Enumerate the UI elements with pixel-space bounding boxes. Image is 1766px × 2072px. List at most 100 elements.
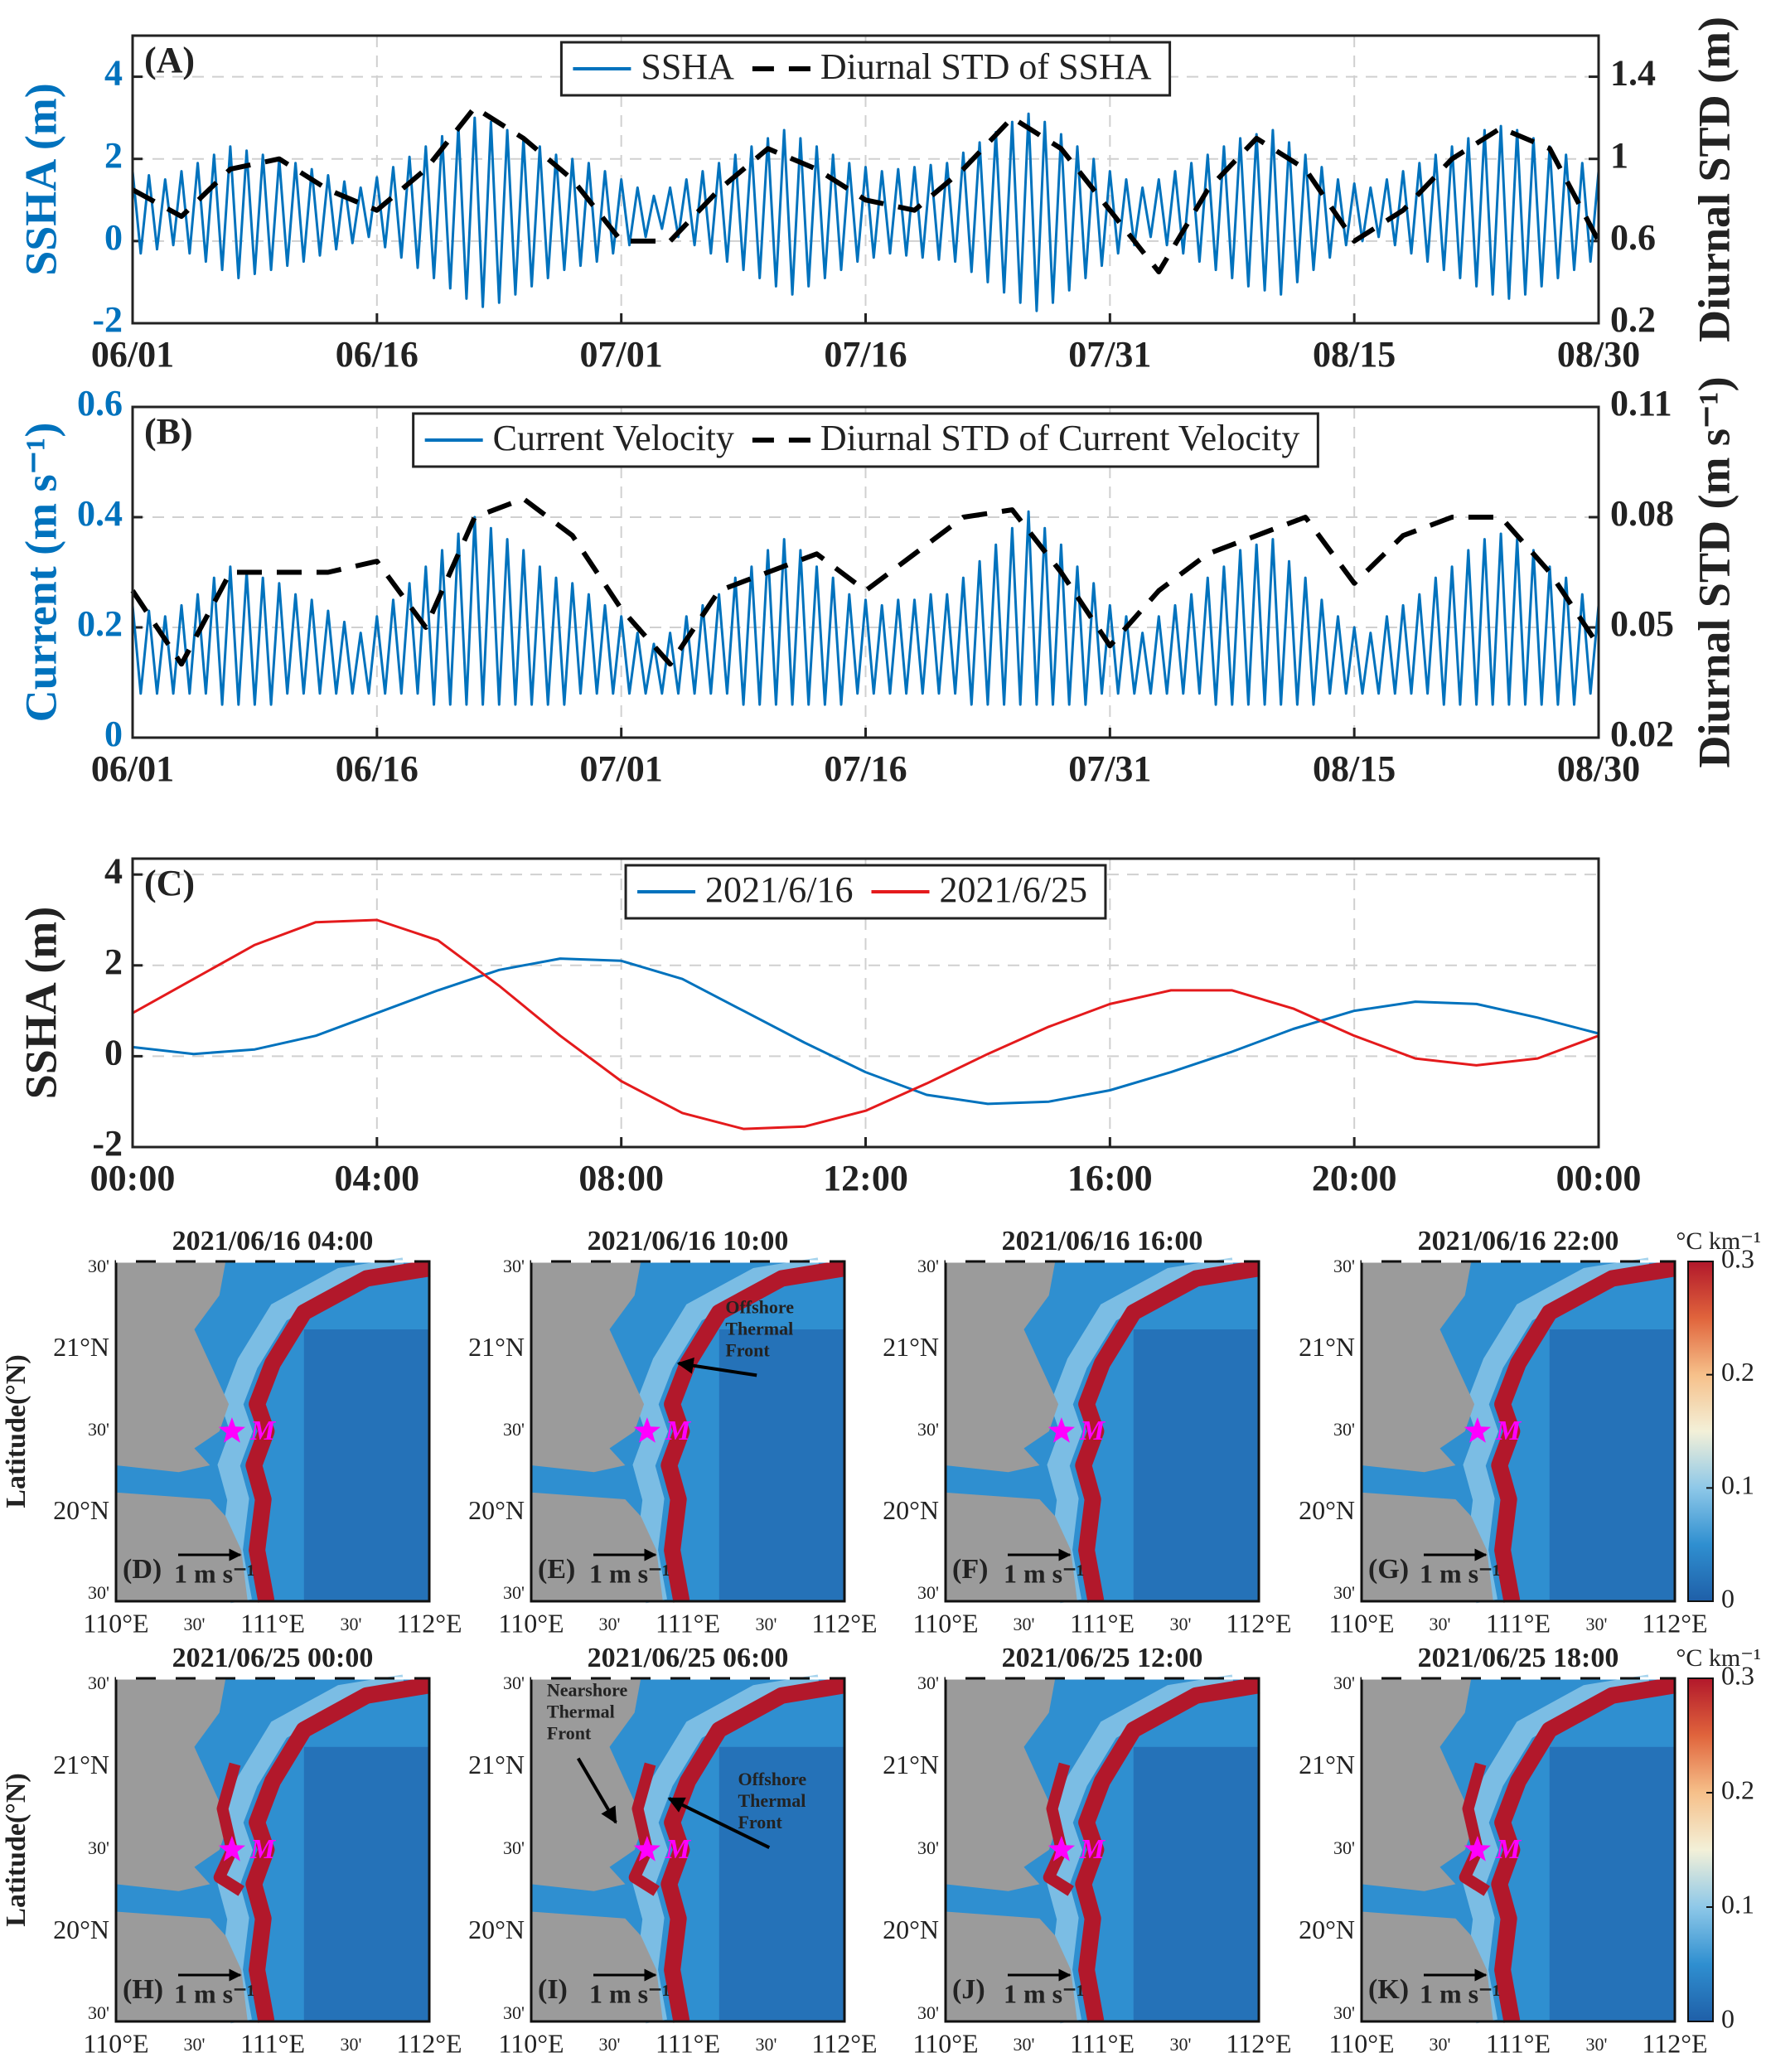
lon-tick-label: 111°E	[1486, 1608, 1551, 1638]
lat-tick-label: 30'	[88, 1837, 109, 1858]
lon-tick-label: 111°E	[656, 1608, 720, 1638]
land	[531, 1261, 645, 1473]
station-star	[633, 1417, 660, 1443]
lat-tick-label: 30'	[88, 1673, 109, 1693]
ocean-offshore	[1133, 1329, 1259, 1601]
map-frame	[1360, 1260, 1676, 1603]
lat-tick-label: 20°N	[883, 1915, 939, 1944]
legend-label: 2021/6/16	[705, 869, 853, 910]
x-tick-label: 04:00	[335, 1158, 420, 1198]
y2-axis-label: Diurnal STD (m s⁻¹)	[1689, 376, 1739, 767]
map-frame	[944, 1677, 1260, 2023]
lat-tick-label: 21°N	[53, 1332, 109, 1362]
lon-tick-label: 30'	[1170, 1614, 1192, 1634]
annotation-arrow	[676, 1357, 757, 1377]
coastal-band	[1047, 1674, 1236, 2024]
scale-label: 1 m s⁻¹	[174, 1978, 255, 2008]
lon-tick-label: 30'	[1014, 1614, 1035, 1634]
station-star	[633, 1836, 660, 1861]
lon-tick-label: 30'	[184, 2034, 206, 2055]
map-label: (D)	[123, 1554, 162, 1585]
lon-tick-label: 30'	[341, 2034, 362, 2055]
map-title: 2021/06/25 12:00	[1002, 1643, 1203, 1673]
legend: Current Velocity Diurnal STD of Current V…	[412, 412, 1319, 468]
ocean-offshore	[303, 1329, 429, 1601]
colorbar-tick-label: 0.3	[1721, 1243, 1754, 1273]
x-tick-label: 06/01	[91, 748, 174, 789]
y2-axis-label: Diurnal STD (m)	[1689, 17, 1739, 342]
station-label: M	[665, 1416, 692, 1446]
thermal-front	[245, 1260, 431, 1603]
y-tick-label: 2	[104, 135, 123, 176]
y-tick-label: 4	[104, 53, 123, 94]
land	[1362, 1678, 1475, 1891]
lon-tick-label: 111°E	[240, 2028, 305, 2058]
map-label: (I)	[538, 1974, 568, 2005]
map-label: (H)	[123, 1974, 163, 2005]
lat-tick-label: 30'	[88, 1256, 109, 1276]
panel-label: (A)	[144, 40, 195, 80]
lon-tick-label: 112°E	[1642, 2028, 1707, 2058]
scale-label: 1 m s⁻¹	[1420, 1558, 1501, 1588]
lat-tick-label: 20°N	[468, 1495, 525, 1525]
coastal-band	[1047, 1257, 1236, 1604]
lon-tick-label: 30'	[599, 1614, 621, 1634]
ocean-offshore	[718, 1746, 844, 2021]
land	[946, 1261, 1059, 1473]
y-tick-label: 0.6	[77, 383, 123, 424]
lon-tick-label: 112°E	[1642, 1608, 1707, 1638]
lat-tick-label: 30'	[917, 1837, 939, 1858]
land	[946, 1678, 1059, 1891]
lat-tick-label: 21°N	[1299, 1750, 1355, 1779]
land	[116, 1261, 230, 1473]
lat-tick-label: 30'	[917, 1256, 939, 1276]
annotation: Offshore	[725, 1296, 794, 1317]
annotation: Thermal	[725, 1318, 793, 1339]
land	[531, 1678, 645, 1891]
colorbar-tick-label: 0.1	[1721, 1470, 1754, 1500]
y-axis-label: SSHA (m)	[16, 83, 65, 276]
y-tick-label: 0	[104, 1032, 123, 1072]
ocean-offshore	[718, 1329, 844, 1601]
lon-tick-label: 30'	[599, 2034, 621, 2055]
thermal-front	[1075, 1677, 1260, 2023]
lat-tick-label: 30'	[917, 1673, 939, 1693]
panel-label: (C)	[144, 863, 195, 903]
x-tick-label: 08:00	[578, 1158, 664, 1198]
land	[116, 1678, 230, 1891]
lon-tick-label: 112°E	[811, 1608, 877, 1638]
lon-tick-label: 110°E	[498, 2028, 564, 2058]
lat-tick-label: 30'	[917, 1419, 939, 1440]
thermal-front	[1491, 1677, 1676, 2023]
lon-tick-label: 112°E	[1226, 1608, 1291, 1638]
lat-tick-label: 30'	[503, 1256, 525, 1276]
annotation-arrow	[576, 1757, 617, 1824]
colorbar-unit: °C km⁻¹	[1676, 1644, 1761, 1672]
y-tick-label: -2	[92, 1123, 123, 1164]
lat-tick-label: 21°N	[53, 1750, 109, 1779]
land	[116, 1492, 248, 1601]
lat-tick-label: 30'	[88, 1419, 109, 1440]
lat-tick-label: 30'	[1333, 1582, 1355, 1603]
x-tick-label: 00:00	[1556, 1158, 1642, 1198]
legend-label: Current Velocity	[493, 418, 734, 458]
coastal-band	[217, 1257, 406, 1604]
colorbar-tick-label: 0	[1721, 1583, 1735, 1613]
x-tick-label: 07/01	[580, 334, 663, 375]
y2-tick-label: 0.05	[1610, 603, 1674, 644]
x-tick-label: 06/01	[91, 334, 174, 375]
land	[1362, 1492, 1493, 1601]
colorbar-tick-label: 0.1	[1721, 1889, 1754, 1919]
lat-tick-label: 30'	[1333, 1256, 1355, 1276]
coastal-band	[632, 1674, 821, 2024]
lon-tick-label: 111°E	[656, 2028, 720, 2058]
x-tick-label: 07/16	[824, 748, 907, 789]
line	[131, 112, 1600, 312]
annotation: Front	[547, 1723, 592, 1744]
y-axis-label: Latitude(°N)	[1, 1354, 31, 1508]
lon-tick-label: 112°E	[396, 2028, 462, 2058]
lon-tick-label: 111°E	[1070, 1608, 1135, 1638]
station-star	[1048, 1836, 1075, 1861]
legend-label: Diurnal STD of Current Velocity	[820, 418, 1299, 458]
lat-tick-label: 21°N	[468, 1750, 525, 1779]
